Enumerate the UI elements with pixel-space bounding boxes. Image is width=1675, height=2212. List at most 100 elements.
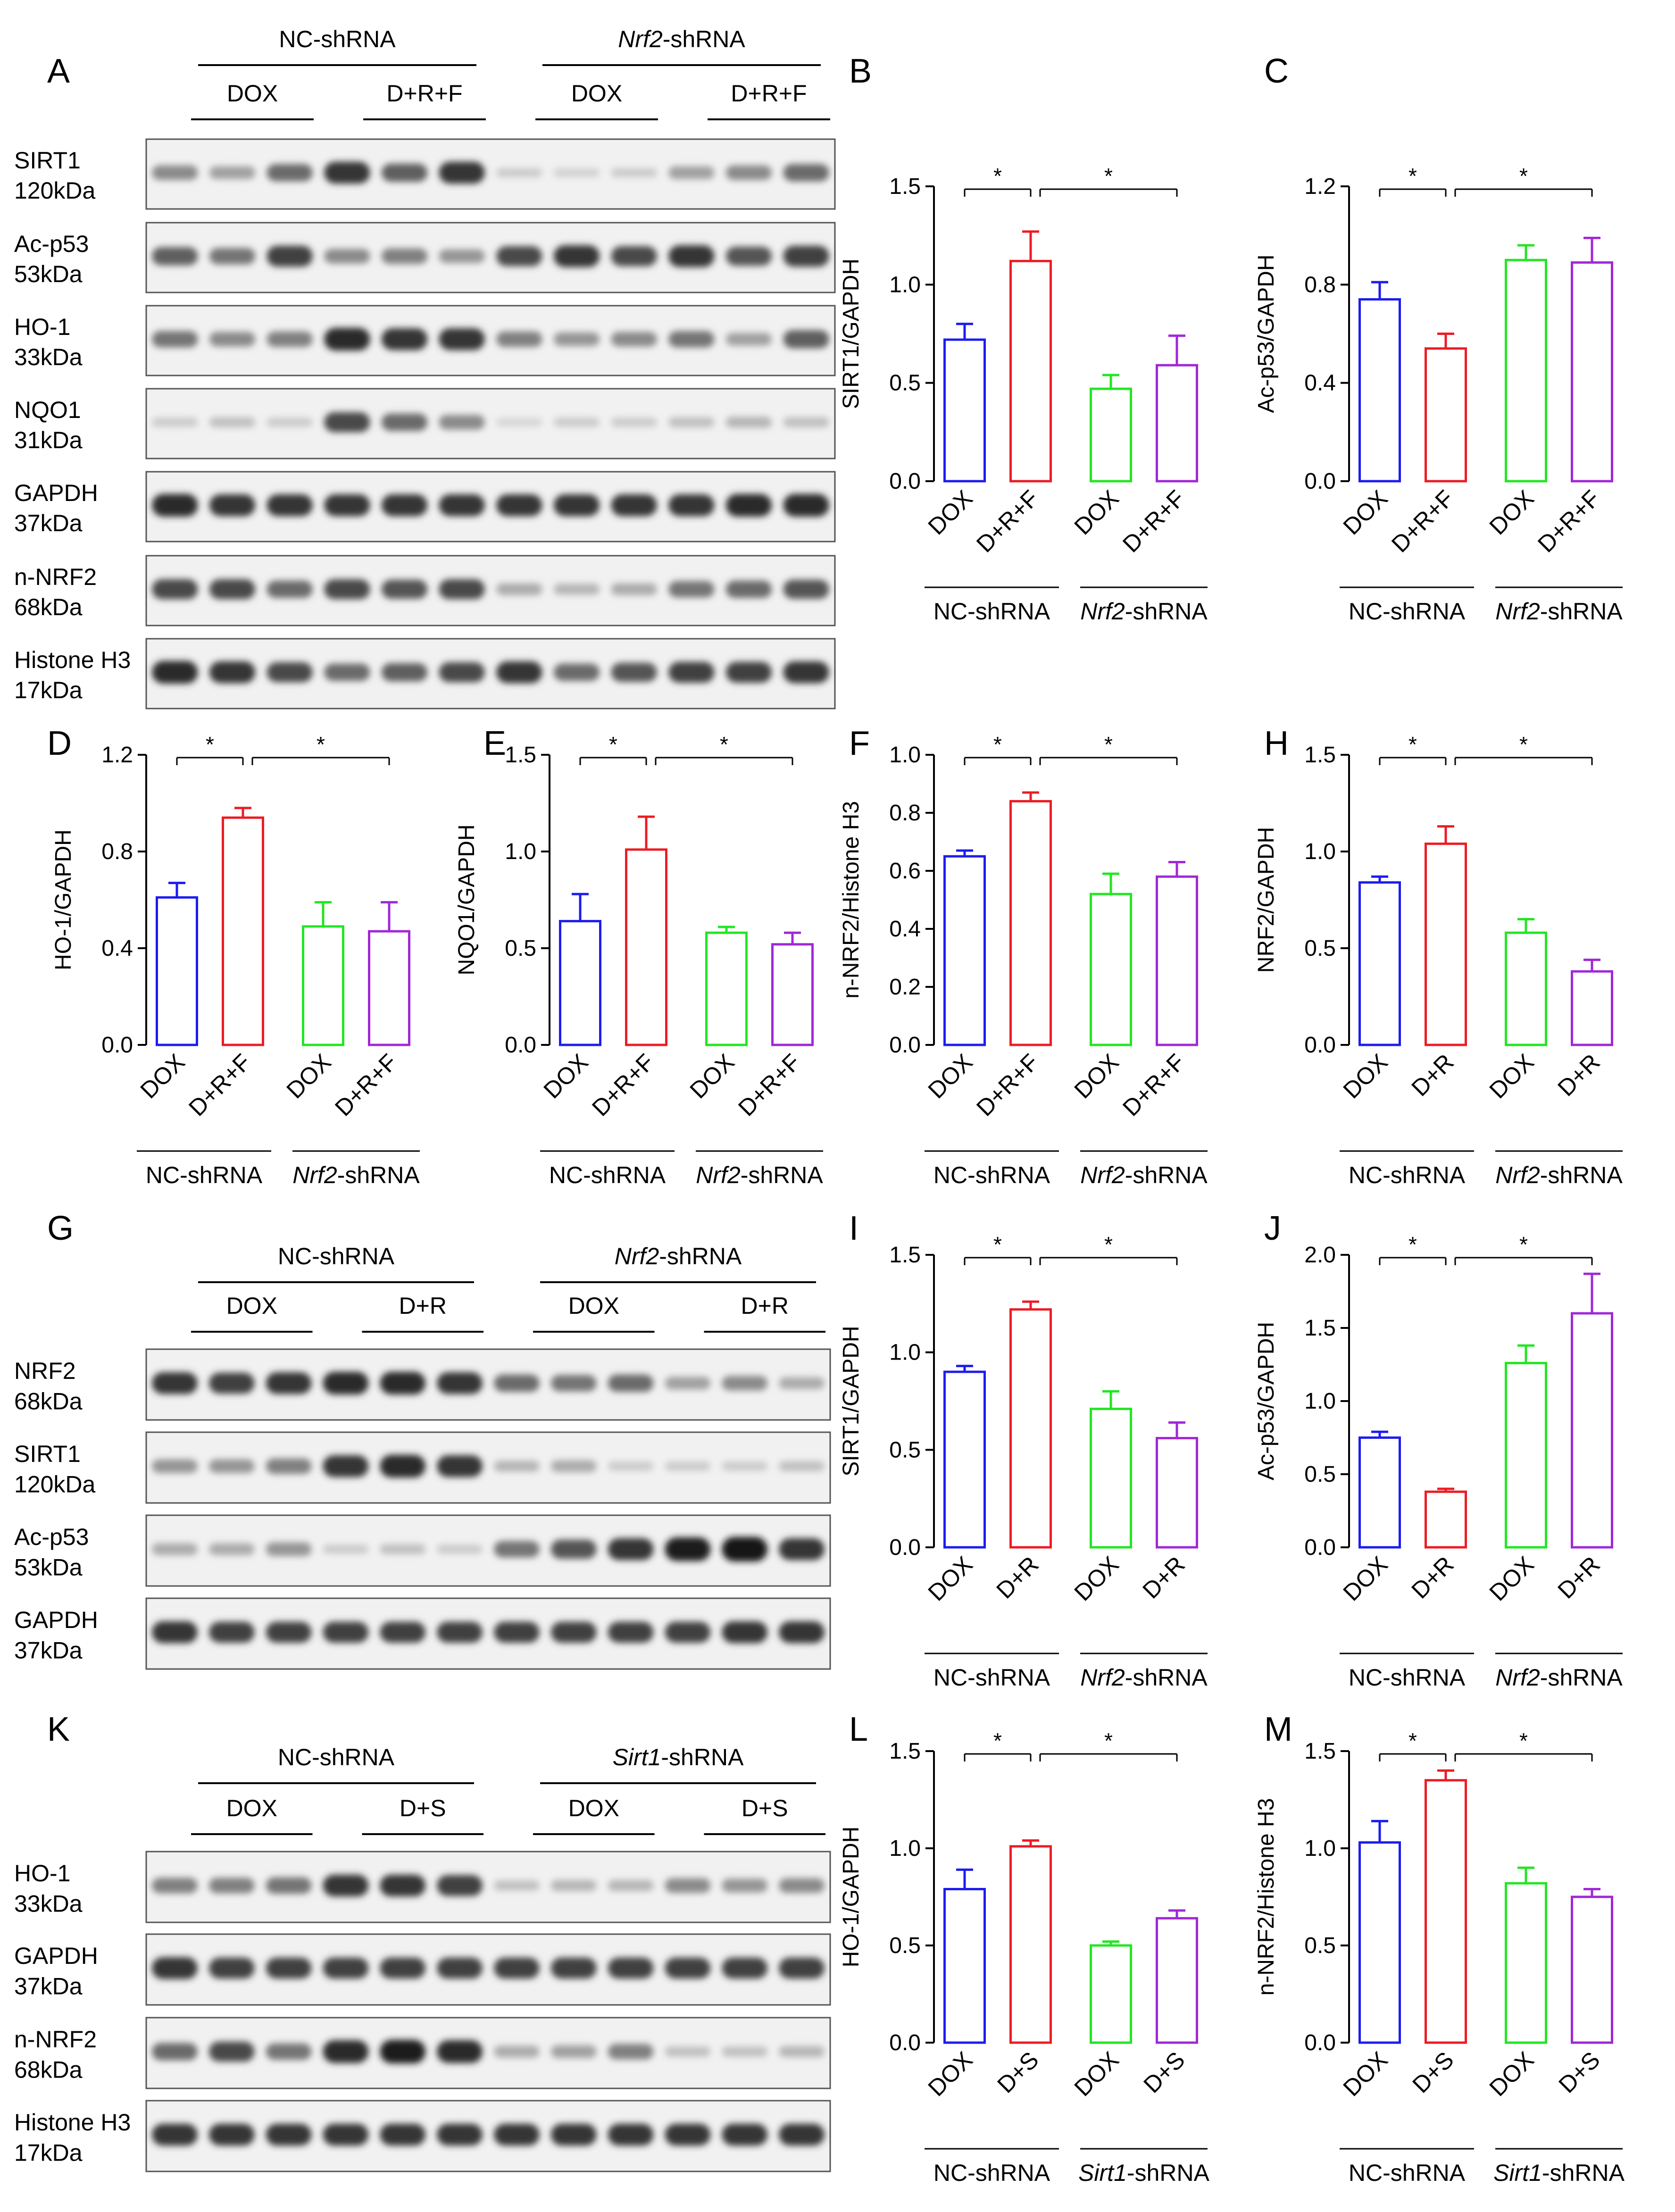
group-label-suffix: -shRNA [1540, 1162, 1623, 1188]
blot-band [208, 2123, 255, 2146]
blot-band [380, 1544, 426, 1554]
blot-band [324, 327, 370, 351]
significance-star: * [993, 1728, 1002, 1753]
x-group-label: NC-shRNA [1349, 1664, 1466, 1691]
y-tick-label: 1.5 [889, 1243, 921, 1268]
x-category-label: DOX [685, 1049, 740, 1103]
blot-band [722, 1878, 768, 1893]
bar [1009, 1308, 1052, 1549]
y-axis-title: Ac-p53/GAPDH [1254, 1322, 1279, 1480]
group-label-italic: Nrf2 [615, 1243, 659, 1269]
blot-band [437, 1957, 483, 1979]
blot-band [152, 579, 198, 600]
blot-band [266, 1458, 312, 1474]
blot-protein-label: n-NRF2 [14, 2026, 97, 2053]
blot-band [496, 168, 542, 177]
blot-band [665, 1537, 711, 1561]
bar [1009, 259, 1052, 483]
blot-protein-label: Histone H3 [14, 647, 131, 673]
y-tick-label: 2.0 [1304, 1243, 1336, 1268]
blot-membrane [145, 638, 836, 710]
bar [1571, 970, 1613, 1046]
chart-L: L 0.0 0.5 1.0 1.5 HO-1/GAPDH DOX D+S DOX D+S * * NC-… [839, 1711, 1210, 2186]
x-category-label: DOX [923, 1049, 978, 1103]
significance-star: * [1519, 1728, 1528, 1753]
group-label-suffix: -shRNA [1125, 1162, 1208, 1188]
bar [943, 1888, 986, 2044]
blot-band [209, 248, 256, 265]
y-tick-label: 1.0 [505, 839, 536, 864]
blot-band [208, 1459, 255, 1473]
x-category-label: DOX [1338, 485, 1393, 540]
panel-letter: E [483, 725, 506, 762]
blot-band [665, 2123, 711, 2146]
blot-band [722, 1461, 768, 1471]
y-tick-label: 0.5 [889, 371, 921, 396]
blot-band [380, 1874, 426, 1897]
blot-band [725, 165, 772, 180]
significance-star: * [206, 732, 214, 757]
blot-band [496, 661, 542, 684]
blot-band [722, 1376, 768, 1391]
blot-band [152, 165, 198, 180]
blot-band [668, 166, 715, 179]
bar [1425, 1779, 1467, 2044]
group-label-suffix: -shRNA [1540, 1664, 1623, 1691]
bar [1358, 298, 1401, 483]
x-group-label: NC-shRNA [549, 1162, 666, 1188]
y-tick-label: 0.8 [101, 839, 133, 864]
blot-treatment-label: DOX [226, 1293, 277, 1319]
x-group-label: NC-shRNA [933, 1162, 1050, 1188]
blot-group-label: NC-shRNA [278, 1243, 395, 1269]
blot-protein-label: Histone H3 [14, 2109, 131, 2136]
bar [1358, 881, 1401, 1046]
significance-star: * [1104, 732, 1113, 757]
x-category-label: DOX [1069, 485, 1124, 540]
blot-band [208, 1957, 255, 1979]
blot-band [722, 2046, 768, 2057]
bar [1571, 261, 1613, 483]
group-label-suffix: -shRNA [337, 1162, 420, 1188]
panel-letter: M [1264, 1711, 1292, 1748]
bar [1156, 1437, 1198, 1549]
blot-band [608, 1621, 654, 1643]
y-tick-label: 0.0 [505, 1033, 536, 1058]
blot-band [266, 1372, 312, 1394]
blot-band [783, 493, 829, 517]
blot-band [665, 1621, 711, 1643]
blot-band [323, 1371, 369, 1395]
x-category-label: DOX [923, 485, 978, 540]
blot-protein-label: HO-1 [14, 314, 70, 340]
blot-band [267, 494, 313, 517]
blot-treatment-label: DOX [571, 80, 622, 107]
y-tick-label: 0.0 [1304, 1535, 1336, 1560]
blot-row-nrf2: NRF2 68kDa [14, 1348, 831, 1421]
x-group-label: Nrf2-shRNA [1495, 1664, 1623, 1691]
bar [1505, 931, 1547, 1046]
significance-star: * [1408, 164, 1417, 188]
blot-band [668, 417, 715, 427]
blot-band [208, 1621, 255, 1643]
blot-treatment-label: D+R [741, 1293, 789, 1319]
blot-treatment-label: D+S [742, 1795, 788, 1821]
blot-membrane [145, 555, 836, 626]
x-category-label: D+R [1552, 1551, 1605, 1603]
panel-letter: D [47, 725, 72, 762]
y-tick-label: 1.0 [889, 272, 921, 297]
x-category-label: DOX [1338, 1049, 1393, 1103]
x-group-label: NC-shRNA [933, 2160, 1050, 2186]
blot-band [152, 1878, 198, 1894]
blot-band [550, 1621, 597, 1643]
x-group-label: NC-shRNA [933, 598, 1050, 625]
y-tick-label: 0.8 [1304, 272, 1336, 297]
blot-band [266, 1542, 312, 1556]
blot-treatment-label: DOX [226, 1795, 277, 1821]
blot-band [323, 1455, 369, 1477]
bar [156, 896, 198, 1046]
blot-band [608, 1461, 654, 1471]
significance-star: * [1408, 1232, 1417, 1257]
x-category-label: DOX [539, 1049, 593, 1103]
